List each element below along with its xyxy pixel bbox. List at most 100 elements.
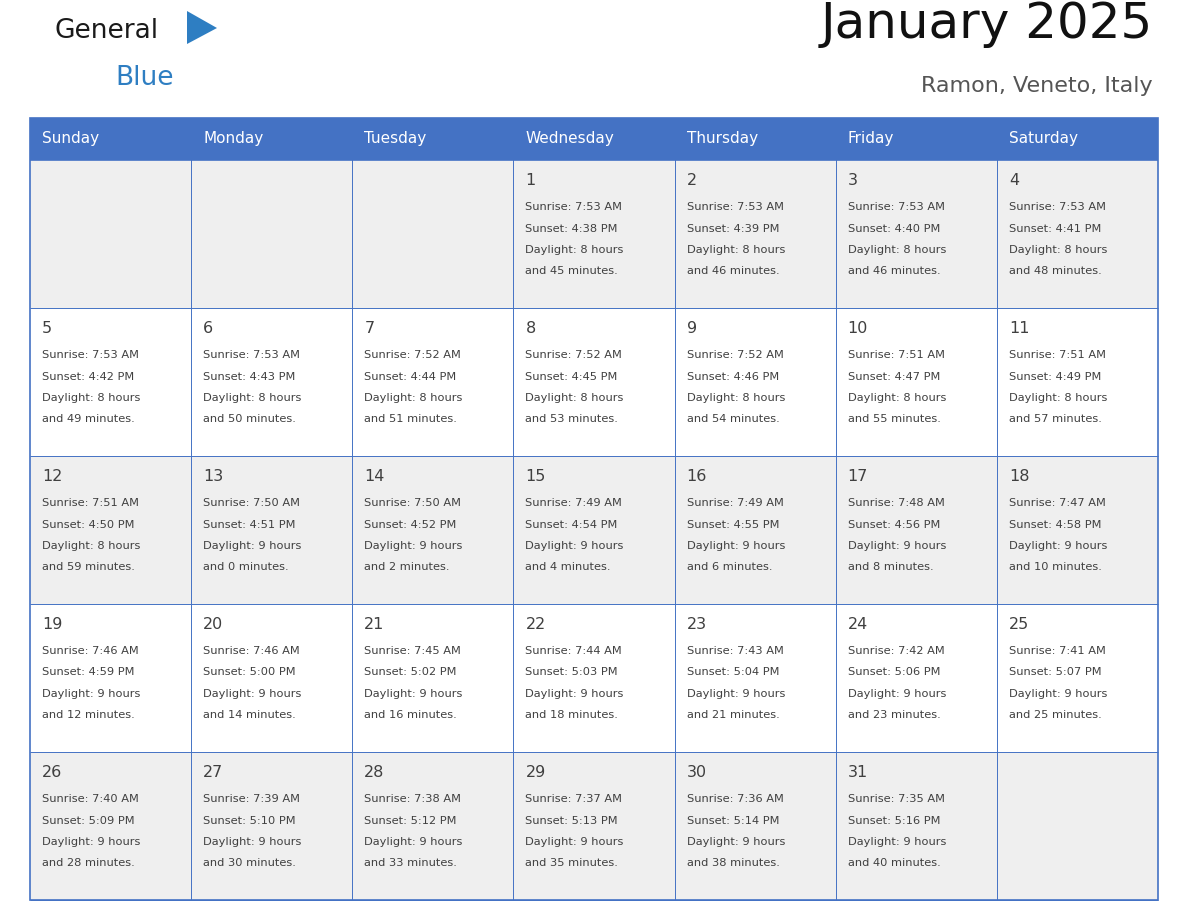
Bar: [513, 118, 675, 160]
Text: Sunset: 4:51 PM: Sunset: 4:51 PM: [203, 520, 296, 530]
Text: 24: 24: [848, 617, 868, 632]
Text: Sunrise: 7:41 AM: Sunrise: 7:41 AM: [1009, 646, 1106, 656]
Text: Sunrise: 7:53 AM: Sunrise: 7:53 AM: [42, 350, 139, 360]
Text: Sunrise: 7:52 AM: Sunrise: 7:52 AM: [525, 350, 623, 360]
Text: Sunset: 5:02 PM: Sunset: 5:02 PM: [365, 667, 456, 677]
Text: 14: 14: [365, 469, 385, 484]
Bar: [997, 308, 1158, 456]
Text: 5: 5: [42, 321, 52, 336]
Bar: [191, 118, 353, 160]
Text: and 38 minutes.: and 38 minutes.: [687, 858, 779, 868]
Text: Sunrise: 7:47 AM: Sunrise: 7:47 AM: [1009, 498, 1106, 508]
Text: Daylight: 8 hours: Daylight: 8 hours: [203, 393, 302, 403]
Bar: [353, 456, 513, 604]
Text: Sunrise: 7:50 AM: Sunrise: 7:50 AM: [365, 498, 461, 508]
Text: Sunset: 4:43 PM: Sunset: 4:43 PM: [203, 372, 296, 382]
Bar: [353, 308, 513, 456]
Text: Sunset: 4:40 PM: Sunset: 4:40 PM: [848, 223, 940, 233]
Text: Daylight: 8 hours: Daylight: 8 hours: [42, 541, 140, 551]
Text: Sunrise: 7:48 AM: Sunrise: 7:48 AM: [848, 498, 944, 508]
Text: Sunrise: 7:42 AM: Sunrise: 7:42 AM: [848, 646, 944, 656]
Text: 19: 19: [42, 617, 63, 632]
Bar: [675, 308, 835, 456]
Bar: [997, 456, 1158, 604]
Bar: [353, 160, 513, 308]
Text: Sunset: 4:46 PM: Sunset: 4:46 PM: [687, 372, 779, 382]
Text: Sunset: 4:42 PM: Sunset: 4:42 PM: [42, 372, 134, 382]
Text: Daylight: 9 hours: Daylight: 9 hours: [365, 541, 462, 551]
Text: Sunrise: 7:49 AM: Sunrise: 7:49 AM: [687, 498, 783, 508]
Text: Monday: Monday: [203, 131, 264, 147]
Text: and 2 minutes.: and 2 minutes.: [365, 563, 450, 573]
Text: 26: 26: [42, 765, 62, 780]
Bar: [30, 456, 191, 604]
Text: and 48 minutes.: and 48 minutes.: [1009, 266, 1101, 276]
Text: 17: 17: [848, 469, 868, 484]
Text: and 50 minutes.: and 50 minutes.: [203, 415, 296, 424]
Text: Daylight: 8 hours: Daylight: 8 hours: [1009, 393, 1107, 403]
Bar: [997, 604, 1158, 752]
Text: Daylight: 9 hours: Daylight: 9 hours: [203, 689, 302, 699]
Text: Sunset: 5:04 PM: Sunset: 5:04 PM: [687, 667, 779, 677]
Text: and 33 minutes.: and 33 minutes.: [365, 858, 457, 868]
Bar: [997, 118, 1158, 160]
Text: Sunset: 4:38 PM: Sunset: 4:38 PM: [525, 223, 618, 233]
Text: Sunrise: 7:43 AM: Sunrise: 7:43 AM: [687, 646, 783, 656]
Text: Sunrise: 7:46 AM: Sunrise: 7:46 AM: [203, 646, 299, 656]
Bar: [353, 604, 513, 752]
Text: and 14 minutes.: and 14 minutes.: [203, 711, 296, 721]
Text: Sunrise: 7:53 AM: Sunrise: 7:53 AM: [203, 350, 301, 360]
Text: Daylight: 9 hours: Daylight: 9 hours: [848, 541, 946, 551]
Text: Sunrise: 7:53 AM: Sunrise: 7:53 AM: [687, 202, 784, 212]
Text: Sunset: 5:13 PM: Sunset: 5:13 PM: [525, 815, 618, 825]
Text: Daylight: 9 hours: Daylight: 9 hours: [687, 541, 785, 551]
Text: 30: 30: [687, 765, 707, 780]
Text: Daylight: 9 hours: Daylight: 9 hours: [848, 837, 946, 847]
Text: Sunset: 4:39 PM: Sunset: 4:39 PM: [687, 223, 779, 233]
Bar: [30, 118, 1158, 900]
Text: Sunset: 5:12 PM: Sunset: 5:12 PM: [365, 815, 456, 825]
Bar: [191, 308, 353, 456]
Bar: [675, 752, 835, 900]
Text: 4: 4: [1009, 173, 1019, 188]
Text: 23: 23: [687, 617, 707, 632]
Bar: [191, 752, 353, 900]
Text: and 51 minutes.: and 51 minutes.: [365, 415, 457, 424]
Text: Sunrise: 7:37 AM: Sunrise: 7:37 AM: [525, 794, 623, 804]
Text: Sunrise: 7:52 AM: Sunrise: 7:52 AM: [365, 350, 461, 360]
Text: and 30 minutes.: and 30 minutes.: [203, 858, 296, 868]
Text: 2: 2: [687, 173, 696, 188]
Text: Daylight: 9 hours: Daylight: 9 hours: [1009, 541, 1107, 551]
Bar: [675, 456, 835, 604]
Text: and 46 minutes.: and 46 minutes.: [687, 266, 779, 276]
Text: Daylight: 8 hours: Daylight: 8 hours: [525, 393, 624, 403]
Text: Daylight: 9 hours: Daylight: 9 hours: [687, 837, 785, 847]
Text: Sunrise: 7:53 AM: Sunrise: 7:53 AM: [525, 202, 623, 212]
Bar: [997, 160, 1158, 308]
Text: Sunrise: 7:44 AM: Sunrise: 7:44 AM: [525, 646, 623, 656]
Bar: [835, 604, 997, 752]
Bar: [835, 308, 997, 456]
Text: Sunset: 4:58 PM: Sunset: 4:58 PM: [1009, 520, 1101, 530]
Text: 13: 13: [203, 469, 223, 484]
Text: 11: 11: [1009, 321, 1029, 336]
Text: and 18 minutes.: and 18 minutes.: [525, 711, 618, 721]
Bar: [30, 118, 191, 160]
Text: January 2025: January 2025: [821, 0, 1154, 48]
Text: Daylight: 8 hours: Daylight: 8 hours: [687, 245, 785, 255]
Text: Daylight: 8 hours: Daylight: 8 hours: [1009, 245, 1107, 255]
Text: General: General: [55, 18, 159, 44]
Bar: [513, 456, 675, 604]
Text: and 16 minutes.: and 16 minutes.: [365, 711, 457, 721]
Text: Daylight: 8 hours: Daylight: 8 hours: [848, 245, 946, 255]
Text: and 6 minutes.: and 6 minutes.: [687, 563, 772, 573]
Text: Sunrise: 7:35 AM: Sunrise: 7:35 AM: [848, 794, 944, 804]
Bar: [513, 604, 675, 752]
Text: Saturday: Saturday: [1009, 131, 1078, 147]
Text: Wednesday: Wednesday: [525, 131, 614, 147]
Bar: [675, 604, 835, 752]
Text: Daylight: 9 hours: Daylight: 9 hours: [525, 837, 624, 847]
Text: 7: 7: [365, 321, 374, 336]
Text: and 57 minutes.: and 57 minutes.: [1009, 415, 1101, 424]
Text: Daylight: 9 hours: Daylight: 9 hours: [1009, 689, 1107, 699]
